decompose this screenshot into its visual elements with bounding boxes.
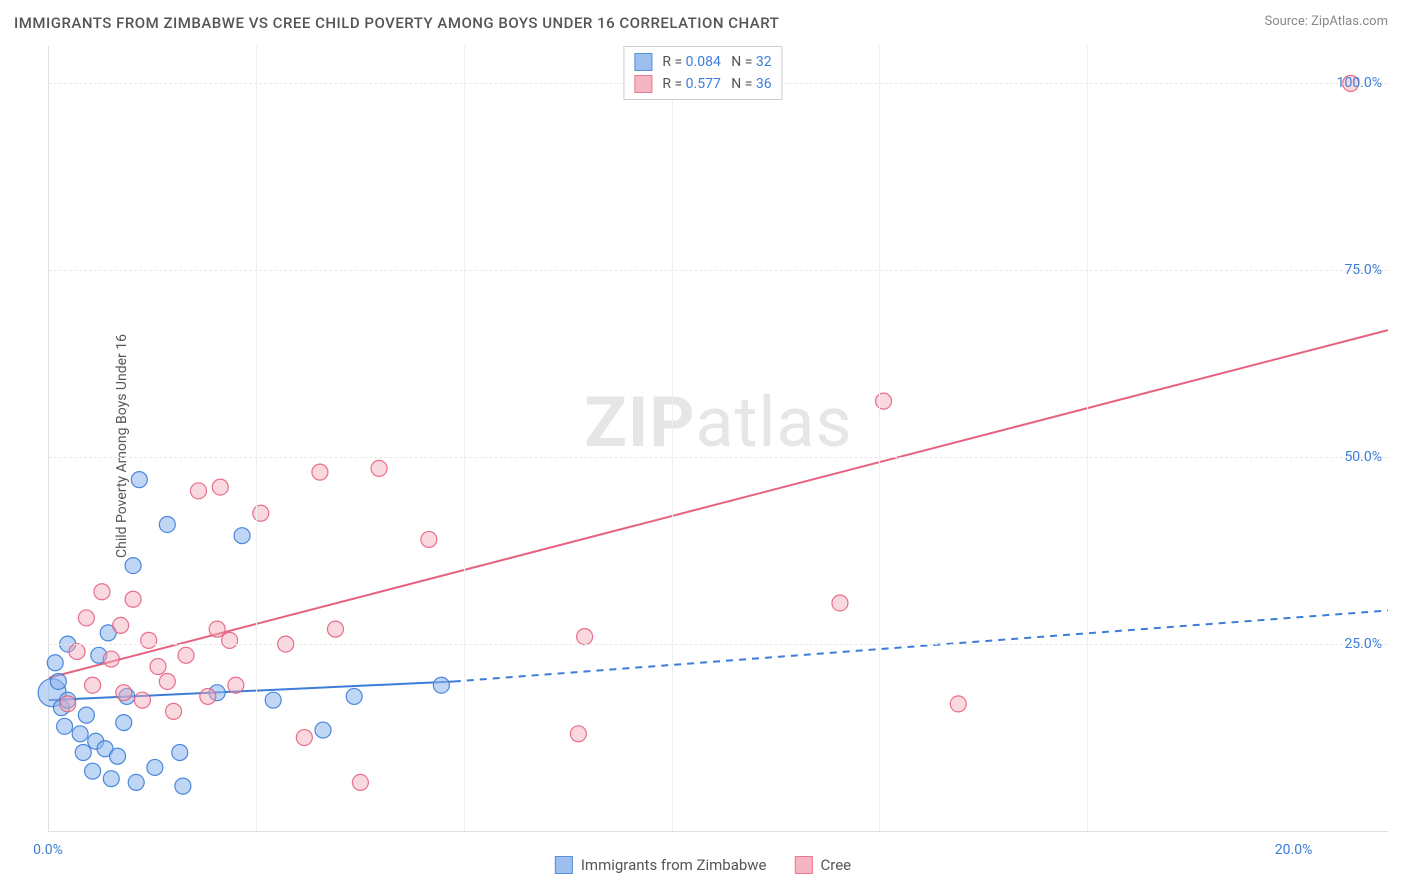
gridline-v: [672, 46, 673, 831]
corr-legend-text: R = 0.084 N = 32: [662, 51, 771, 73]
data-point: [47, 655, 63, 671]
data-point: [228, 677, 244, 693]
corr-legend-row: R = 0.084 N = 32: [634, 51, 771, 73]
data-point: [85, 677, 101, 693]
data-point: [421, 531, 437, 547]
source-label: Source: ZipAtlas.com: [1264, 14, 1388, 29]
gridline-v: [879, 46, 880, 831]
data-point: [352, 774, 368, 790]
legend-swatch: [634, 75, 652, 93]
data-point: [159, 673, 175, 689]
data-point: [159, 516, 175, 532]
data-point: [150, 659, 166, 675]
data-point: [234, 528, 250, 544]
data-point: [175, 778, 191, 794]
data-point: [147, 759, 163, 775]
data-point: [131, 472, 147, 488]
plot-area: ZIPatlas 25.0%50.0%75.0%100.0%: [48, 46, 1388, 832]
y-tick-label: 25.0%: [1344, 636, 1382, 652]
gridline-h: [49, 270, 1388, 271]
data-point: [125, 591, 141, 607]
data-point: [570, 726, 586, 742]
legend-item: Cree: [795, 856, 852, 874]
data-point: [94, 584, 110, 600]
gridline-h: [49, 457, 1388, 458]
gridline-h: [49, 644, 1388, 645]
gridline-v: [1087, 46, 1088, 831]
y-tick-label: 50.0%: [1344, 449, 1382, 465]
data-point: [950, 696, 966, 712]
data-point: [72, 726, 88, 742]
data-point: [327, 621, 343, 637]
data-point: [315, 722, 331, 738]
gridline-v: [464, 46, 465, 831]
data-point: [212, 479, 228, 495]
series-legend: Immigrants from Zimbabwe Cree: [555, 856, 851, 874]
data-point: [876, 393, 892, 409]
correlation-legend: R = 0.084 N = 32R = 0.577 N = 36: [623, 46, 782, 100]
data-point: [346, 688, 362, 704]
data-point: [172, 745, 188, 761]
legend-swatch: [795, 856, 813, 874]
data-point: [125, 558, 141, 574]
corr-legend-text: R = 0.577 N = 36: [662, 73, 771, 95]
data-point: [832, 595, 848, 611]
data-point: [60, 696, 76, 712]
legend-swatch: [555, 856, 573, 874]
data-point: [178, 647, 194, 663]
data-point: [69, 644, 85, 660]
data-point: [433, 677, 449, 693]
data-point: [296, 730, 312, 746]
data-point: [116, 715, 132, 731]
y-tick-label: 75.0%: [1344, 262, 1382, 278]
data-point: [141, 632, 157, 648]
data-point: [110, 748, 126, 764]
data-point: [209, 621, 225, 637]
data-point: [85, 763, 101, 779]
data-point: [222, 632, 238, 648]
data-point: [103, 771, 119, 787]
data-point: [116, 685, 132, 701]
data-point: [50, 673, 66, 689]
x-tick-max: 20.0%: [1275, 842, 1313, 858]
data-point: [253, 505, 269, 521]
legend-label: Immigrants from Zimbabwe: [581, 856, 767, 874]
data-point: [78, 707, 94, 723]
data-point: [103, 651, 119, 667]
y-tick-label: 100.0%: [1337, 75, 1382, 91]
x-tick-min: 0.0%: [33, 842, 63, 858]
legend-swatch: [634, 53, 652, 71]
corr-legend-row: R = 0.577 N = 36: [634, 73, 771, 95]
legend-label: Cree: [821, 856, 852, 874]
data-point: [113, 617, 129, 633]
data-point: [57, 718, 73, 734]
data-point: [128, 774, 144, 790]
scatter-svg: [49, 46, 1388, 831]
data-point: [371, 460, 387, 476]
data-point: [134, 692, 150, 708]
data-point: [265, 692, 281, 708]
gridline-v: [256, 46, 257, 831]
data-point: [166, 703, 182, 719]
data-point: [312, 464, 328, 480]
data-point: [190, 483, 206, 499]
data-point: [75, 745, 91, 761]
chart-title: IMMIGRANTS FROM ZIMBABWE VS CREE CHILD P…: [14, 14, 779, 32]
data-point: [200, 688, 216, 704]
data-point: [577, 629, 593, 645]
legend-item: Immigrants from Zimbabwe: [555, 856, 767, 874]
data-point: [78, 610, 94, 626]
